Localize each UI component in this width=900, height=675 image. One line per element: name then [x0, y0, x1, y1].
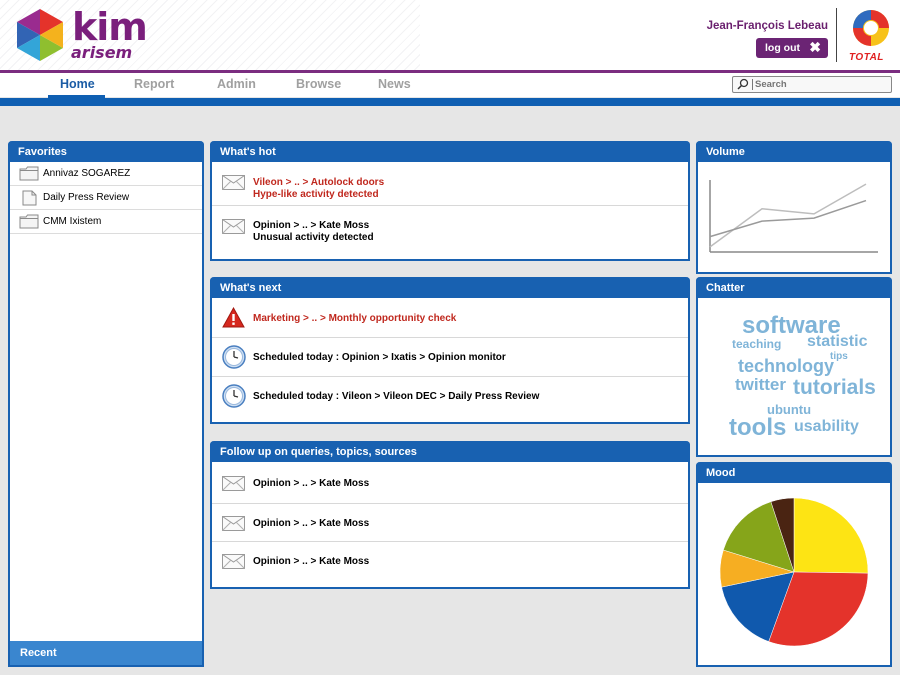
favorites-title: Favorites [8, 141, 204, 162]
hot-item[interactable]: Opinion > .. > Kate Moss Unusual activit… [212, 206, 688, 256]
chatter-title: Chatter [696, 277, 892, 298]
mood-chart [719, 497, 869, 647]
hot-item-path: Vileon > .. > Autolock doors [253, 177, 385, 188]
mood-pie-slice [723, 501, 795, 573]
cube-logo-icon [17, 9, 63, 61]
document-icon [22, 190, 37, 206]
tab-browse[interactable]: Browse [296, 77, 342, 91]
next-item-text: Marketing > .. > Monthly opportunity che… [253, 313, 457, 324]
tag-word[interactable]: tips [830, 351, 848, 362]
tag-word[interactable]: ubuntu [767, 402, 812, 417]
next-item[interactable]: Marketing > .. > Monthly opportunity che… [212, 298, 688, 338]
close-icon: ✖ [809, 39, 821, 55]
next-item[interactable]: Scheduled today : Vileon > Vileon DEC > … [212, 377, 688, 419]
whats-hot-title: What's hot [210, 141, 690, 162]
envelope-icon [222, 516, 245, 531]
tag-word[interactable]: statistic [807, 333, 868, 350]
volume-chart [709, 180, 878, 253]
follow-up-item[interactable]: Opinion > .. > Kate Moss [212, 504, 688, 542]
header-divider [836, 8, 837, 62]
volume-title: Volume [696, 141, 892, 162]
whats-next-title: What's next [210, 277, 690, 298]
favorite-item[interactable]: Daily Press Review [10, 186, 202, 210]
header-pattern [0, 0, 420, 70]
folder-icon [19, 166, 39, 181]
nav-band [0, 98, 900, 106]
tag-word[interactable]: usability [794, 418, 859, 435]
logo-kim-text: kim [72, 5, 148, 49]
follow-up-text: Opinion > .. > Kate Moss [253, 556, 370, 567]
favorite-label: CMM Ixistem [43, 216, 102, 227]
tag-word[interactable]: tools [729, 414, 787, 441]
logout-button[interactable]: log out ✖ [756, 38, 828, 58]
mood-pie-slice [768, 571, 869, 647]
clock-icon [222, 384, 246, 408]
warning-icon [222, 307, 245, 328]
folder-icon [19, 214, 39, 229]
search-input[interactable] [755, 78, 887, 91]
tag-word[interactable]: teaching [732, 337, 782, 351]
favorite-item[interactable]: CMM Ixistem [10, 210, 202, 234]
header-rule [0, 70, 900, 73]
mood-panel: Mood [696, 462, 892, 667]
mood-title: Mood [696, 462, 892, 483]
hot-item[interactable]: Vileon > .. > Autolock doors Hype-like a… [212, 162, 688, 206]
logout-label: log out [765, 42, 800, 54]
search-separator [752, 79, 753, 90]
next-item-text: Scheduled today : Opinion > Ixatis > Opi… [253, 352, 506, 363]
search-icon[interactable] [737, 78, 749, 90]
favorite-label: Daily Press Review [43, 192, 130, 203]
app-header: kim arisem Jean-François Lebeau log out … [0, 0, 900, 70]
next-item[interactable]: Scheduled today : Opinion > Ixatis > Opi… [212, 338, 688, 377]
follow-up-text: Opinion > .. > Kate Moss [253, 478, 370, 489]
kim-arisem-logo[interactable]: kim arisem [14, 5, 154, 67]
tag-word[interactable]: software [742, 312, 841, 339]
mood-pie-slice [770, 497, 795, 573]
hot-item-status: Hype-like activity detected [253, 189, 379, 200]
follow-up-text: Opinion > .. > Kate Moss [253, 518, 370, 529]
envelope-icon [222, 219, 245, 234]
volume-series-line [709, 199, 867, 238]
whats-next-panel: What's next Marketing > .. > Monthly opp… [210, 277, 690, 424]
chatter-panel: Chatter software teaching statistic tips… [696, 277, 892, 457]
mood-pie-slice [793, 497, 869, 574]
follow-up-title: Follow up on queries, topics, sources [210, 441, 690, 462]
follow-up-panel: Follow up on queries, topics, sources Op… [210, 441, 690, 589]
volume-series-line [709, 183, 867, 248]
favorite-label: Annivaz SOGAREZ [43, 168, 131, 179]
tag-word[interactable]: tutorials [793, 376, 876, 399]
recent-header[interactable]: Recent [10, 641, 202, 665]
total-logo-text: TOTAL [849, 52, 884, 63]
favorite-item[interactable]: Annivaz SOGAREZ [10, 162, 202, 186]
tab-home[interactable]: Home [60, 77, 95, 91]
hot-item-status: Unusual activity detected [253, 232, 374, 243]
tab-news[interactable]: News [378, 77, 411, 91]
active-tab-indicator [48, 95, 105, 98]
envelope-icon [222, 476, 245, 491]
envelope-icon [222, 554, 245, 569]
follow-up-item[interactable]: Opinion > .. > Kate Moss [212, 542, 688, 582]
total-logo[interactable]: TOTAL [846, 6, 896, 64]
user-name: Jean-François Lebeau [706, 20, 828, 32]
clock-icon [222, 345, 246, 369]
tag-word[interactable]: technology [738, 356, 835, 376]
tab-admin[interactable]: Admin [217, 77, 256, 91]
follow-up-item[interactable]: Opinion > .. > Kate Moss [212, 462, 688, 504]
tab-report[interactable]: Report [134, 77, 175, 91]
total-emblem-icon [853, 10, 889, 46]
whats-hot-panel: What's hot Vileon > .. > Autolock doors … [210, 141, 690, 261]
tag-word[interactable]: twitter [735, 375, 786, 394]
hot-item-path: Opinion > .. > Kate Moss [253, 220, 370, 231]
search-box[interactable] [732, 76, 892, 93]
mood-pie-slice [721, 571, 795, 642]
envelope-icon [222, 175, 245, 190]
next-item-text: Scheduled today : Vileon > Vileon DEC > … [253, 391, 540, 402]
logo-arisem-text: arisem [71, 43, 133, 62]
volume-panel: Volume [696, 141, 892, 274]
favorites-panel: Favorites Annivaz SOGAREZ Daily Press Re… [8, 141, 204, 667]
